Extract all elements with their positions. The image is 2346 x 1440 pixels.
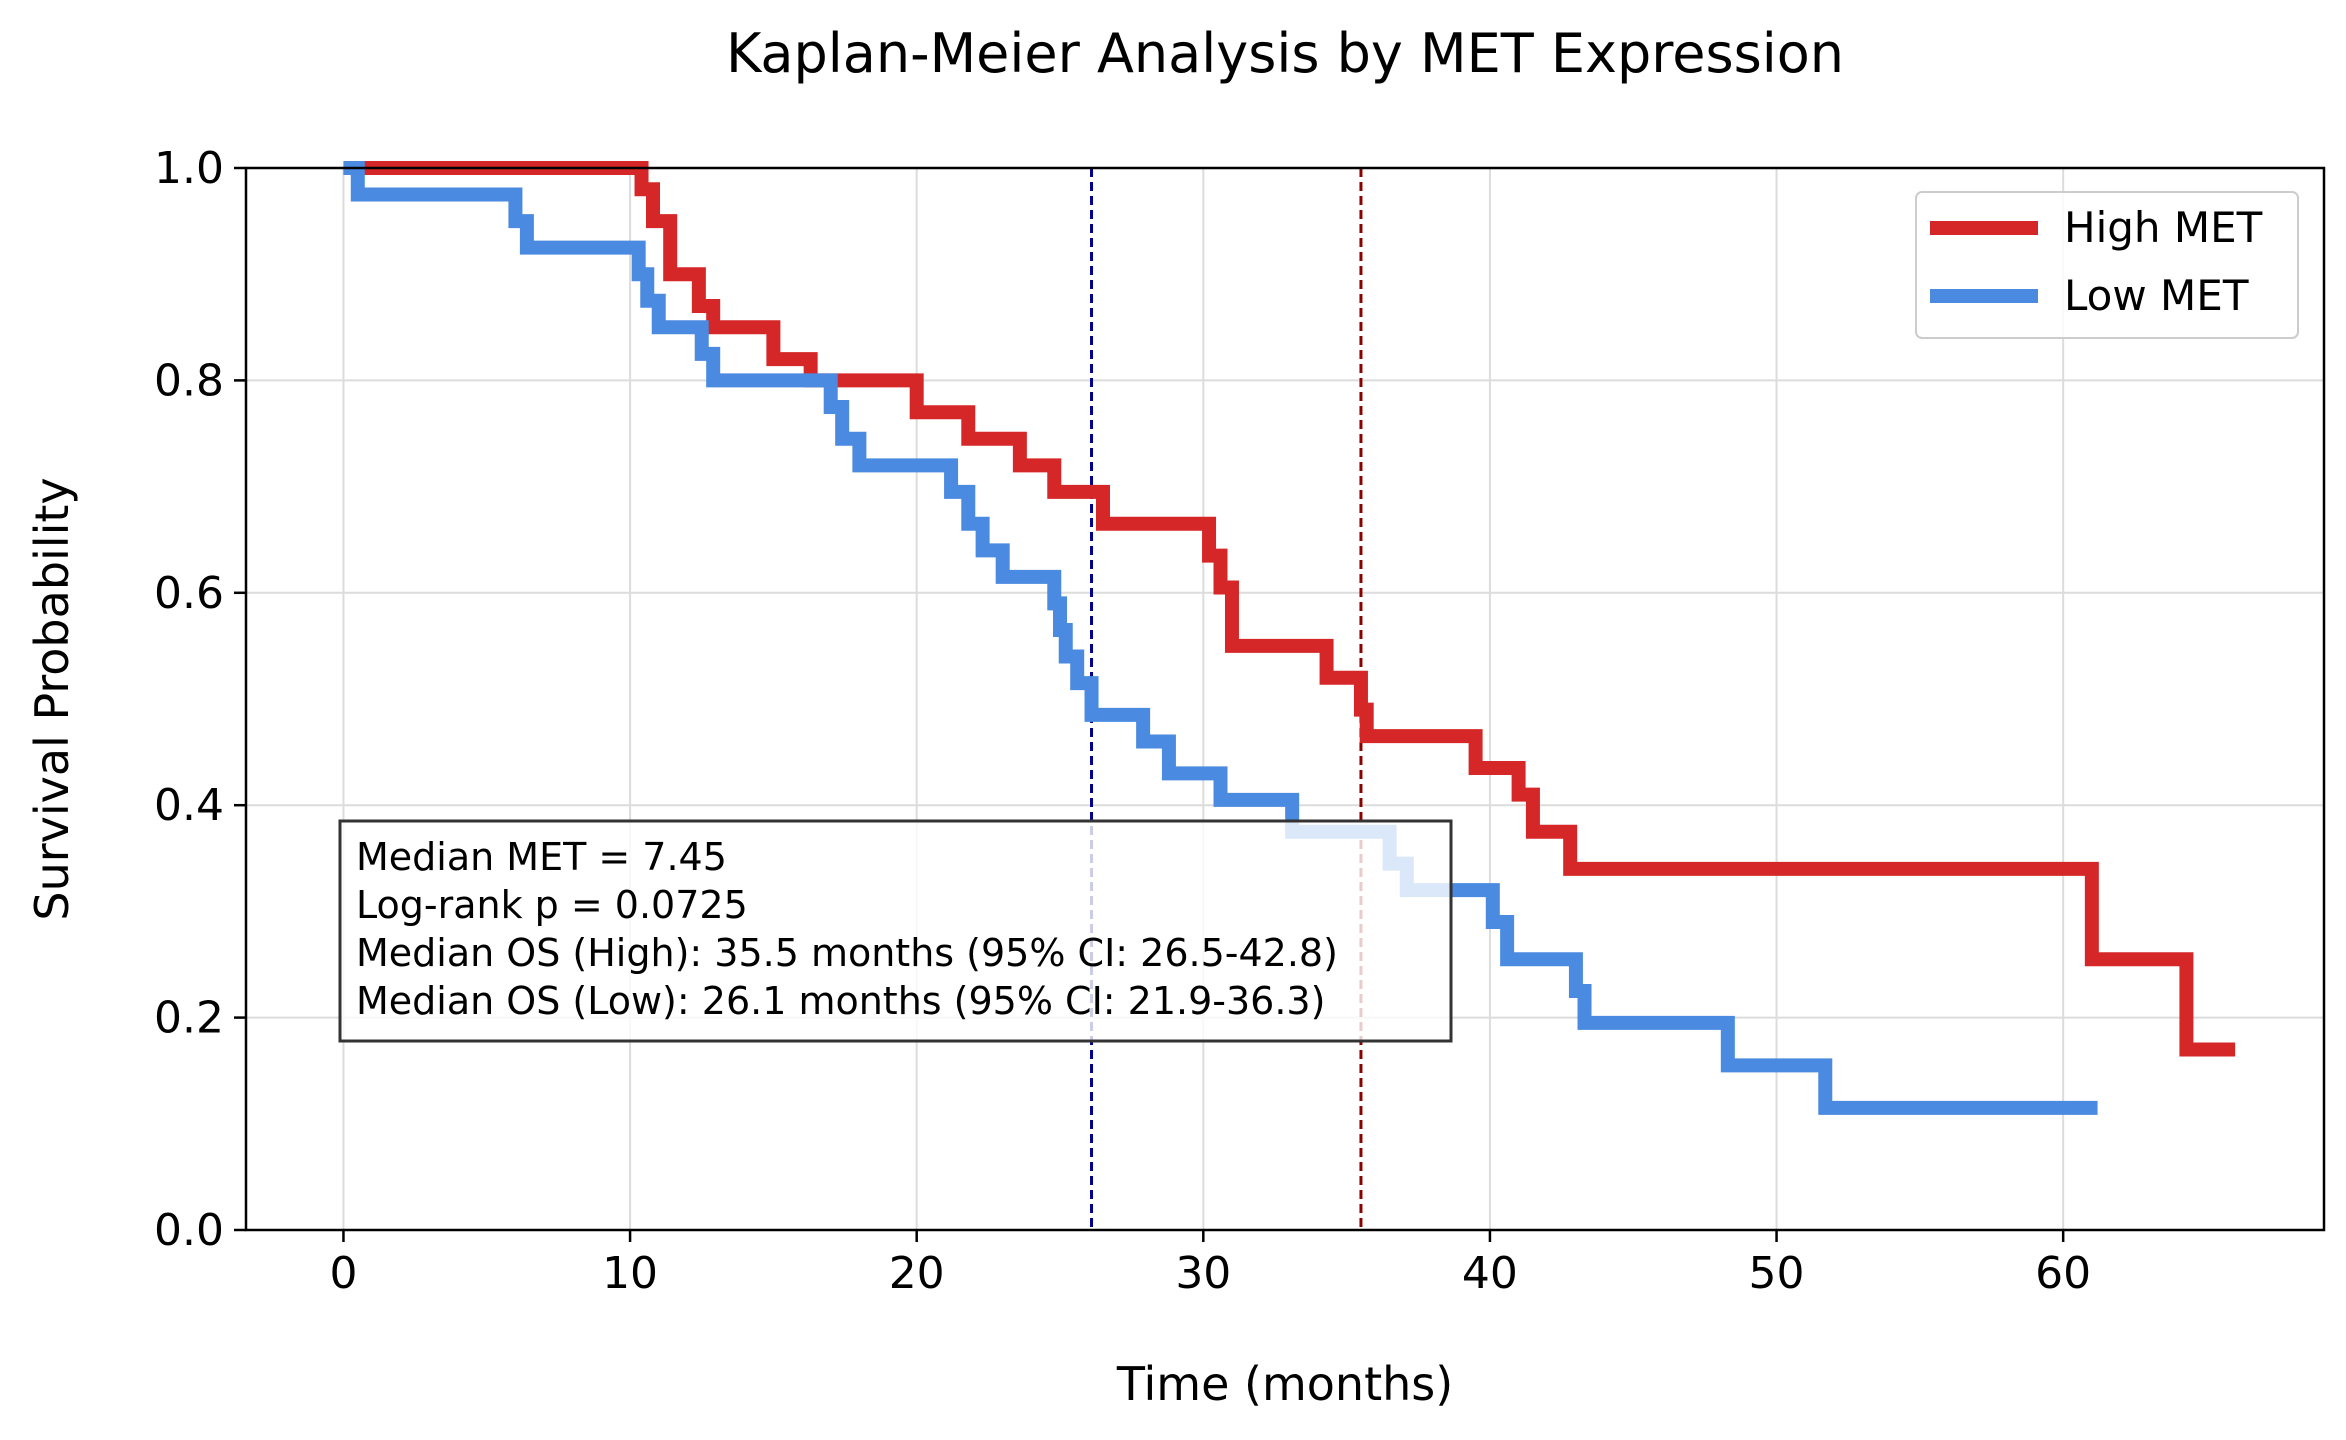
legend: High MET Low MET [1915,191,2299,339]
series-line-low-met [343,161,2098,1115]
chart-title: Kaplan-Meier Analysis by MET Expression [726,22,1844,85]
annotation-median-met: Median MET = 7.45 [356,835,727,879]
x-tick-label-6: 60 [2035,1248,2091,1299]
annotation-box [338,819,1453,1043]
legend-label-high-met: High MET [2064,203,2263,252]
annotation-median-os-high: Median OS (High): 35.5 months (95% CI: 2… [356,931,1338,975]
annotation-median-os-low: Median OS (Low): 26.1 months (95% CI: 21… [356,979,1325,1023]
x-tick-label-2: 20 [889,1248,945,1299]
legend-label-low-met: Low MET [2064,271,2249,320]
y-axis: 0.0 0.2 0.4 0.6 0.8 1.0 [154,143,246,1256]
x-axis: 0 10 20 30 40 50 60 [329,1230,2091,1299]
x-tick-label-1: 10 [602,1248,658,1299]
stats-annotation-box: Median MET = 7.45 Log-rank p = 0.0725 Me… [338,819,1453,1043]
plot-frame [244,166,2326,1232]
y-tick-label-2: 0.4 [154,780,224,831]
x-tick-label-0: 0 [329,1248,357,1299]
series-line-high-met [343,161,2236,1057]
y-tick-label-0: 0.0 [154,1205,224,1256]
x-tick-label-3: 30 [1175,1248,1231,1299]
y-tick-label-1: 0.2 [154,993,224,1044]
y-tick-label-3: 0.6 [154,568,224,619]
median-lines [1090,168,1363,1230]
y-tick-label-5: 1.0 [154,143,224,194]
y-axis-label: Survival Probability [25,477,79,920]
x-axis-label: Time (months) [1116,1357,1453,1411]
x-tick-label-4: 40 [1462,1248,1518,1299]
y-tick-label-4: 0.8 [154,355,224,406]
series-group [343,161,2236,1115]
x-tick-label-5: 50 [1749,1248,1805,1299]
annotation-logrank: Log-rank p = 0.0725 [356,883,748,927]
